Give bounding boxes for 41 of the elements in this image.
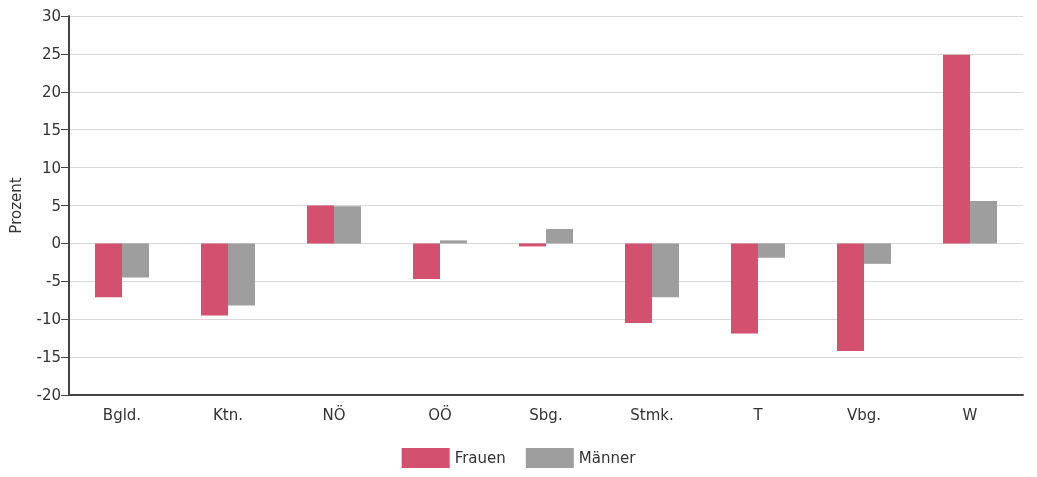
x-tick-label: Vbg. bbox=[846, 405, 882, 424]
y-tick-label: -5 bbox=[46, 272, 61, 291]
bar bbox=[546, 229, 573, 244]
bar bbox=[334, 206, 361, 244]
x-tick-label: Bgld. bbox=[102, 405, 142, 424]
bar bbox=[122, 243, 149, 278]
bar bbox=[625, 243, 652, 323]
bar bbox=[943, 54, 970, 244]
y-tick-label: 25 bbox=[41, 44, 61, 63]
bar bbox=[731, 243, 758, 334]
bar bbox=[201, 243, 228, 316]
x-tick-label: Sbg. bbox=[529, 405, 563, 424]
legend-label: Frauen bbox=[454, 449, 506, 467]
y-tick-label: -10 bbox=[36, 310, 61, 329]
bar bbox=[95, 243, 122, 298]
y-tick-label: 20 bbox=[41, 82, 61, 101]
legend-label: Männer bbox=[578, 449, 637, 467]
y-tick-label: 5 bbox=[51, 196, 61, 215]
y-tick-label: 30 bbox=[41, 7, 61, 25]
bar bbox=[864, 243, 891, 264]
bar bbox=[970, 200, 997, 244]
y-tick-label: 10 bbox=[41, 158, 61, 177]
x-tick-label: W bbox=[962, 405, 978, 424]
x-tick-label: NÖ bbox=[322, 404, 346, 424]
x-tick-label: Ktn. bbox=[213, 405, 243, 424]
bar bbox=[228, 243, 255, 306]
bar bbox=[837, 243, 864, 352]
bar bbox=[758, 243, 785, 258]
y-tick-label: -15 bbox=[36, 348, 61, 367]
bar bbox=[413, 243, 440, 280]
bar bbox=[440, 240, 467, 244]
y-tick-label: 0 bbox=[51, 234, 61, 253]
bar bbox=[652, 243, 679, 298]
x-tick-label: T bbox=[752, 405, 764, 424]
x-tick-label: OÖ bbox=[428, 404, 452, 424]
bar bbox=[519, 243, 546, 247]
y-axis-title: Prozent bbox=[6, 177, 25, 234]
y-tick-label: 15 bbox=[41, 120, 61, 139]
x-tick-label: Stmk. bbox=[630, 405, 674, 424]
y-tick-label: -20 bbox=[36, 386, 61, 404]
bar bbox=[307, 205, 334, 244]
